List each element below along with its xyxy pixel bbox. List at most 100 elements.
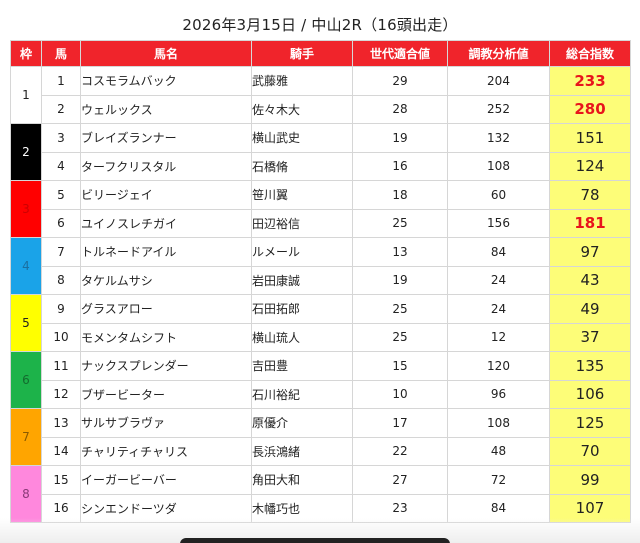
jockey-name: 佐々木大 <box>251 94 353 124</box>
sedai-value: 22 <box>352 436 448 466</box>
waku-cell: 8 <box>10 465 42 523</box>
waku-cell: 3 <box>10 180 42 238</box>
horse-number: 8 <box>41 265 81 295</box>
sogo-score: 135 <box>549 351 631 381</box>
sedai-value: 18 <box>352 180 448 210</box>
horse-number: 2 <box>41 94 81 124</box>
table-row: 7 13 サルサブラヴァ 原優介 17 108 125 <box>10 408 631 466</box>
sogo-score: 181 <box>549 208 631 238</box>
horse-name: ウェルックス <box>80 94 252 124</box>
horse-name: ブザービーター <box>80 379 252 409</box>
horse-number: 10 <box>41 322 81 352</box>
sogo-score: 78 <box>549 180 631 210</box>
sedai-value: 28 <box>352 94 448 124</box>
table-row: 6 11 ナックスプレンダー 吉田豊 15 120 135 <box>10 351 631 409</box>
horse-name: チャリティチャリス <box>80 436 252 466</box>
sogo-score: 43 <box>549 265 631 295</box>
sogo-score: 124 <box>549 151 631 181</box>
table-row: 4 ターフクリスタル 石橋脩 16 108 124 <box>11 151 631 181</box>
header-row: 枠 馬 馬名 騎手 世代適合値 調教分析値 総合指数 <box>10 40 631 67</box>
horse-name: ナックスプレンダー <box>80 351 252 381</box>
table-row: 10 モメンタムシフト 横山琉人 25 12 37 <box>11 322 631 352</box>
horse-number: 14 <box>41 436 81 466</box>
jockey-name: 石川裕紀 <box>251 379 353 409</box>
sedai-value: 25 <box>352 208 448 238</box>
horse-number: 12 <box>41 379 81 409</box>
sedai-value: 25 <box>352 294 448 324</box>
sogo-score: 70 <box>549 436 631 466</box>
horse-name: ビリージェイ <box>80 180 252 210</box>
horse-number: 3 <box>41 123 81 153</box>
waku-cell: 4 <box>10 237 42 295</box>
horse-number: 13 <box>41 408 81 438</box>
header-waku: 枠 <box>10 40 42 67</box>
horse-name: ターフクリスタル <box>80 151 252 181</box>
choukyo-value: 84 <box>447 237 550 267</box>
table-row: 3 5 ビリージェイ 笹川翼 18 60 78 <box>10 180 631 238</box>
table-row: 8 タケルムサシ 岩田康誠 19 24 43 <box>11 265 631 295</box>
header-name: 馬名 <box>80 40 252 67</box>
sedai-value: 27 <box>352 465 448 495</box>
horse-name: グラスアロー <box>80 294 252 324</box>
horse-name: コスモラムバック <box>80 66 252 96</box>
sogo-score: 106 <box>549 379 631 409</box>
horse-number: 4 <box>41 151 81 181</box>
sedai-value: 15 <box>352 351 448 381</box>
horse-name: タケルムサシ <box>80 265 252 295</box>
choukyo-value: 252 <box>447 94 550 124</box>
horse-number: 6 <box>41 208 81 238</box>
race-table: 枠 馬 馬名 騎手 世代適合値 調教分析値 総合指数 1 1 コスモラムバック 武藤雅… <box>10 40 631 523</box>
waku-cell: 6 <box>10 351 42 409</box>
choukyo-value: 108 <box>447 151 550 181</box>
sedai-value: 10 <box>352 379 448 409</box>
table-row: 4 7 トルネードアイル ルメール 13 84 97 <box>10 237 631 295</box>
jockey-name: 吉田豊 <box>251 351 353 381</box>
jockey-name: ルメール <box>251 237 353 267</box>
jockey-name: 横山武史 <box>251 123 353 153</box>
horse-number: 9 <box>41 294 81 324</box>
header-jockey: 騎手 <box>251 40 353 67</box>
horse-number: 5 <box>41 180 81 210</box>
jockey-name: 長浜鴻緒 <box>251 436 353 466</box>
horse-name: ブレイズランナー <box>80 123 252 153</box>
horse-number: 11 <box>41 351 81 381</box>
horse-name: サルサブラヴァ <box>80 408 252 438</box>
jockey-name: 石橋脩 <box>251 151 353 181</box>
table-row: 14 チャリティチャリス 長浜鴻緒 22 48 70 <box>11 436 631 466</box>
bottom-button-edge[interactable] <box>180 538 450 543</box>
jockey-name: 岩田康誠 <box>251 265 353 295</box>
jockey-name: 横山琉人 <box>251 322 353 352</box>
sedai-value: 29 <box>352 66 448 96</box>
header-sogo: 総合指数 <box>549 40 631 67</box>
header-choukyo: 調教分析値 <box>447 40 550 67</box>
horse-number: 15 <box>41 465 81 495</box>
choukyo-value: 72 <box>447 465 550 495</box>
choukyo-value: 204 <box>447 66 550 96</box>
table-row: 1 1 コスモラムバック 武藤雅 29 204 233 <box>10 66 631 124</box>
choukyo-value: 120 <box>447 351 550 381</box>
header-uma: 馬 <box>41 40 81 67</box>
waku-cell: 7 <box>10 408 42 466</box>
table-row: 2 3 ブレイズランナー 横山武史 19 132 151 <box>10 123 631 181</box>
choukyo-value: 132 <box>447 123 550 153</box>
choukyo-value: 12 <box>447 322 550 352</box>
sedai-value: 19 <box>352 123 448 153</box>
choukyo-value: 96 <box>447 379 550 409</box>
horse-number: 7 <box>41 237 81 267</box>
horse-name: ユイノスレチガイ <box>80 208 252 238</box>
sedai-value: 17 <box>352 408 448 438</box>
jockey-name: 原優介 <box>251 408 353 438</box>
choukyo-value: 24 <box>447 294 550 324</box>
sogo-score: 280 <box>549 94 631 124</box>
choukyo-value: 60 <box>447 180 550 210</box>
sogo-score: 49 <box>549 294 631 324</box>
waku-cell: 1 <box>10 66 42 124</box>
waku-cell: 2 <box>10 123 42 181</box>
jockey-name: 笹川翼 <box>251 180 353 210</box>
table-row: 2 ウェルックス 佐々木大 28 252 280 <box>11 94 631 124</box>
horse-number: 1 <box>41 66 81 96</box>
sedai-value: 19 <box>352 265 448 295</box>
choukyo-value: 24 <box>447 265 550 295</box>
jockey-name: 石田拓郎 <box>251 294 353 324</box>
